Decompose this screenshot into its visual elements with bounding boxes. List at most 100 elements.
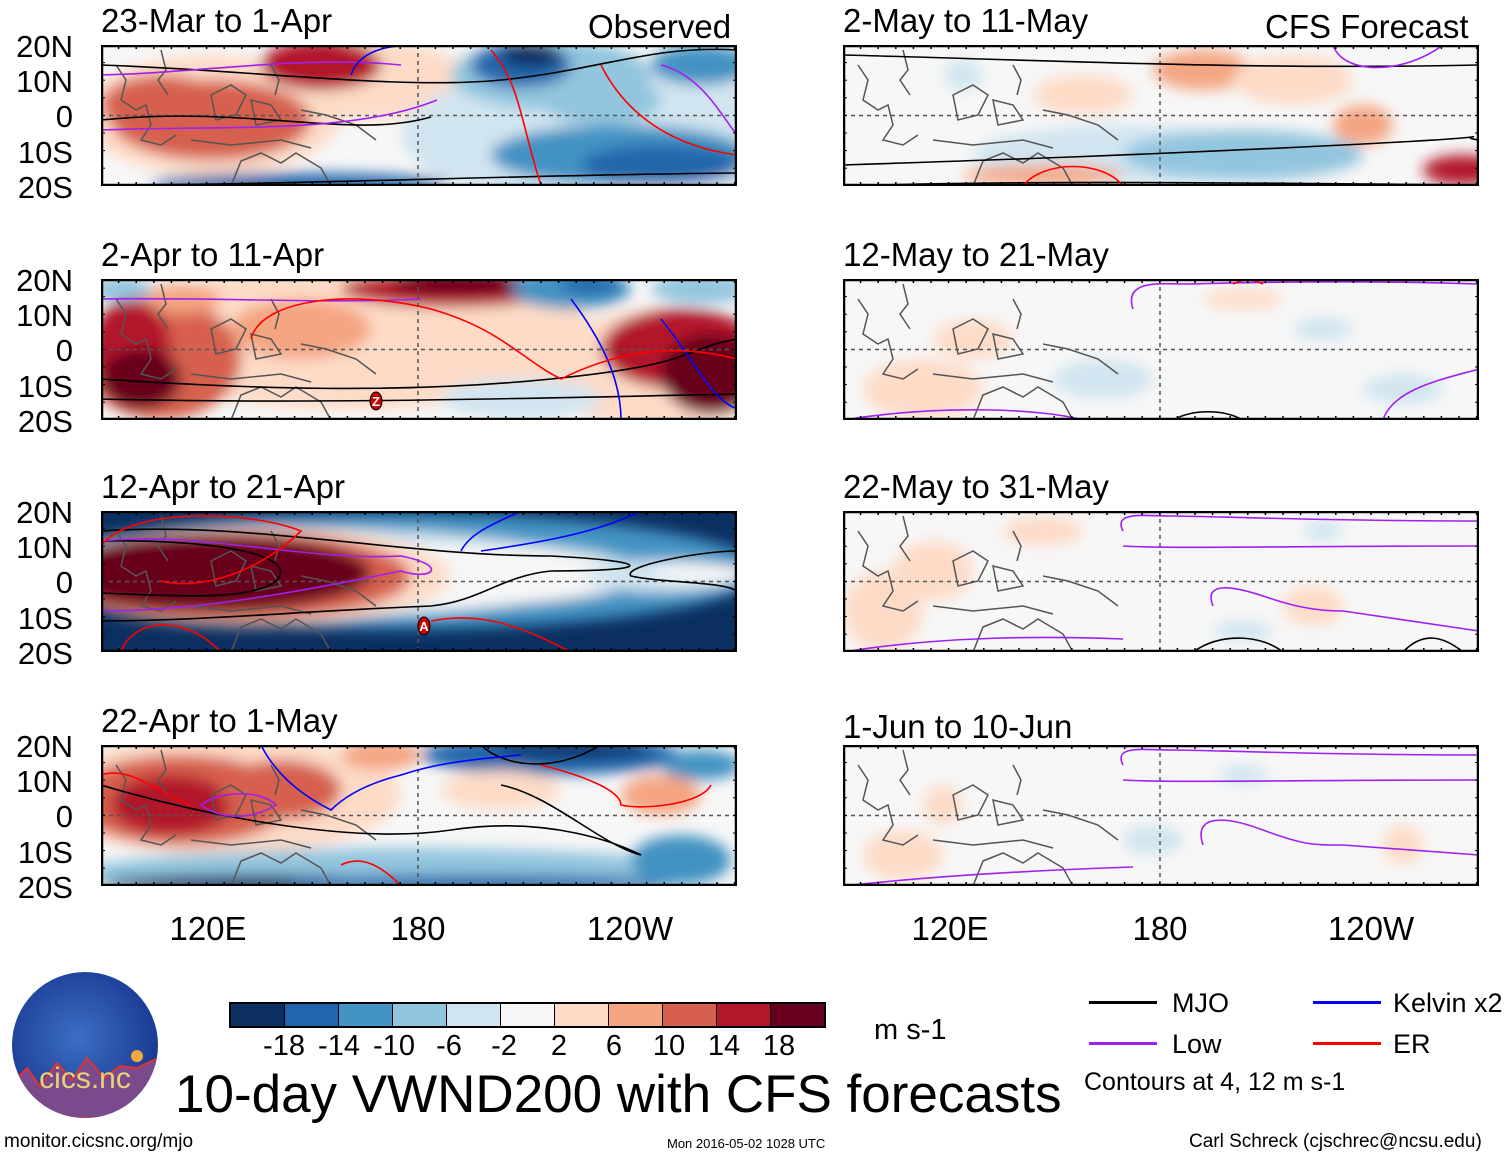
contour-line	[1120, 748, 1479, 783]
wind-anomaly-shading	[261, 45, 381, 90]
contour-line	[460, 511, 642, 552]
wind-anomaly-shading	[631, 835, 731, 885]
wind-anomaly-shading	[943, 60, 983, 90]
wind-anomaly-shading	[1123, 130, 1363, 180]
mountain-icon	[12, 1049, 158, 1118]
wind-anomaly-shading	[541, 75, 661, 125]
colorbar	[229, 1002, 826, 1028]
contour-line	[101, 115, 432, 126]
wind-anomaly-shading	[501, 45, 561, 67]
contour-line	[101, 61, 737, 136]
map-svg	[843, 45, 1479, 186]
lat-label: 0	[55, 565, 73, 601]
map-panel	[843, 511, 1479, 652]
cics-logo: cics.nc	[12, 972, 158, 1118]
wind-anomaly-shading	[651, 45, 737, 85]
figure-title: 10-day VWND200 with CFS forecasts	[175, 1065, 1062, 1124]
forecast-label: CFS Forecast	[1265, 8, 1469, 45]
lat-label: 10S	[17, 600, 73, 636]
wind-anomaly-shading	[1218, 765, 1268, 785]
contour-line	[843, 587, 1479, 652]
legend-kelvin: Kelvin x2	[1393, 988, 1503, 1018]
map-panel: Z	[101, 279, 737, 420]
wind-anomaly-shading	[1333, 105, 1393, 145]
colorbar-swatch	[663, 1004, 717, 1026]
colorbar-label: 14	[707, 1030, 741, 1062]
footer-credit: Carl Schreck (cjschrec@ncsu.edu)	[1189, 1131, 1482, 1152]
storm-marker-icon	[369, 391, 383, 411]
panel-title: 23-Mar to 1-Apr	[101, 2, 333, 39]
colorbar-swatch	[609, 1004, 663, 1026]
contour-line	[629, 550, 737, 592]
contour-note: Contours at 4, 12 m s-1	[1084, 1068, 1346, 1096]
wind-anomaly-shading	[151, 173, 451, 186]
wind-anomaly-shading	[1003, 516, 1083, 546]
contour-line	[101, 48, 737, 84]
storm-marker-icon	[417, 616, 431, 636]
contour-line	[480, 745, 602, 765]
coastline	[857, 749, 1119, 886]
wind-anomaly-shading	[1283, 586, 1343, 626]
map-panel: A	[101, 511, 737, 652]
colorbar-swatch	[771, 1004, 824, 1026]
wind-anomaly-shading	[1053, 359, 1153, 399]
wind-anomaly-shading	[1033, 75, 1133, 115]
contour-line	[1172, 411, 1244, 420]
map-panel	[843, 745, 1479, 886]
legend-er-line	[1313, 1042, 1381, 1045]
panel-title: 12-May to 21-May	[843, 236, 1109, 273]
wind-anomaly-shading	[1153, 50, 1253, 90]
panel-title: 22-May to 31-May	[843, 468, 1109, 505]
map-svg: A	[101, 511, 737, 652]
lat-label: 20S	[17, 635, 73, 671]
panel-title: 2-May to 11-May	[843, 2, 1089, 39]
colorbar-label: 18	[762, 1030, 796, 1062]
panel-title: 22-Apr to 1-May	[101, 702, 338, 739]
contour-line	[1192, 637, 1464, 652]
lat-label: 20N	[16, 263, 73, 298]
coastline	[857, 515, 1119, 652]
logo-text: cics.nc	[39, 1062, 131, 1095]
contour-line	[843, 819, 1479, 886]
lat-label: 10N	[16, 530, 73, 566]
colorbar-label: -10	[373, 1030, 415, 1062]
legend-low: Low	[1172, 1029, 1222, 1059]
lat-label: 10N	[16, 298, 73, 334]
wind-anomaly-shading	[231, 299, 371, 359]
map-svg: Z	[101, 279, 737, 420]
colorbar-swatch	[393, 1004, 447, 1026]
footer-url[interactable]: monitor.cicsnc.org/mjo	[4, 1131, 194, 1152]
wind-anomaly-shading	[1233, 55, 1353, 105]
contour-line	[101, 764, 712, 886]
wind-anomaly-shading	[1203, 289, 1283, 309]
contour-line	[490, 49, 737, 186]
wind-anomaly-shading	[441, 770, 561, 810]
map-panel	[843, 45, 1479, 186]
wind-anomaly-shading	[281, 875, 681, 886]
wind-anomaly-shading	[621, 775, 701, 815]
colorbar-label: -6	[436, 1030, 462, 1062]
wind-anomaly-shading	[933, 319, 1013, 359]
storm-marker-label: A	[419, 619, 429, 634]
contour-line	[843, 409, 1084, 420]
footer-timestamp: Mon 2016-05-02 1028 UTC	[667, 1136, 826, 1151]
wind-anomaly-shading	[111, 775, 231, 835]
lon-label: 180	[1132, 910, 1188, 947]
colorbar-swatch	[231, 1004, 285, 1026]
map-panel	[101, 45, 737, 186]
wind-anomaly-shading	[101, 279, 151, 301]
lat-label: 0	[55, 799, 73, 835]
wind-anomaly-shading	[101, 349, 181, 409]
colorbar-swatch	[555, 1004, 609, 1026]
colorbar-label: -18	[263, 1030, 305, 1062]
map-svg	[101, 45, 737, 186]
lon-label: 120E	[169, 910, 247, 947]
wind-anomaly-shading	[893, 541, 973, 601]
contour-line	[250, 298, 737, 380]
lon-label: 120W	[1327, 910, 1415, 947]
wind-anomaly-shading	[341, 745, 421, 770]
lat-label: 0	[55, 99, 73, 135]
contour-line	[101, 540, 282, 597]
wind-anomaly-shading	[221, 760, 341, 820]
